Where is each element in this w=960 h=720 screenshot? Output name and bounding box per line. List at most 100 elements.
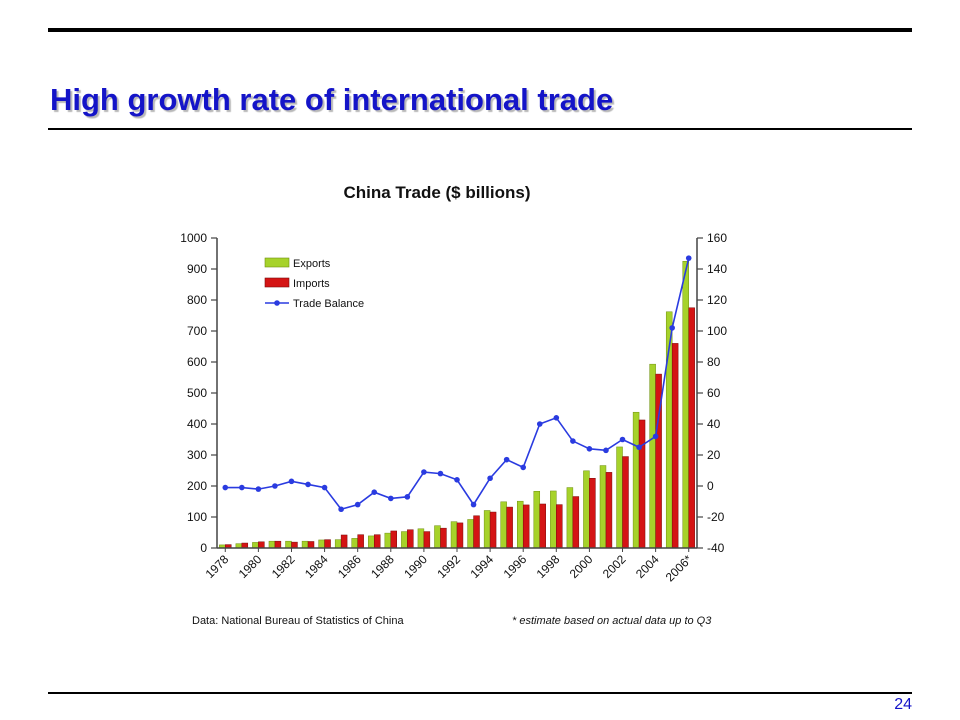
exports-bar xyxy=(632,411,640,549)
imports-bar xyxy=(291,541,298,549)
legend-balance-marker xyxy=(274,300,280,306)
exports-bar xyxy=(649,363,656,549)
slide-title: High growth rate of international trade xyxy=(50,82,614,117)
left-tick-label: 0 xyxy=(200,541,207,555)
imports-bar xyxy=(489,511,497,549)
trade-balance-point xyxy=(321,484,328,491)
exports-bar xyxy=(566,487,574,549)
trade-balance-point xyxy=(272,483,278,489)
trade-balance-point xyxy=(421,469,427,475)
imports-bar xyxy=(373,534,381,549)
trade-balance-point xyxy=(570,438,576,444)
x-tick-label: 1996 xyxy=(501,552,530,581)
exports-bar xyxy=(368,535,375,549)
trade-balance-point xyxy=(470,501,477,508)
imports-bar xyxy=(324,539,331,549)
trade-balance-point xyxy=(338,506,344,513)
left-tick-label: 700 xyxy=(187,324,207,338)
page-number: 24 xyxy=(894,696,912,713)
exports-bar xyxy=(467,519,474,549)
trade-balance-point xyxy=(222,484,229,491)
imports-bar xyxy=(539,503,546,549)
source-note: Data: National Bureau of Statistics of C… xyxy=(192,615,404,627)
imports-bar xyxy=(407,529,414,549)
exports-bar xyxy=(252,542,259,549)
legend-exports-label: Exports xyxy=(293,258,331,270)
legend: Exports Imports Trade Balance xyxy=(264,257,364,310)
x-tick-label: 1982 xyxy=(269,552,298,581)
exports-bar xyxy=(450,521,458,549)
left-tick-label: 100 xyxy=(187,510,207,524)
exports-bar xyxy=(285,540,292,549)
imports-bar xyxy=(622,456,629,549)
imports-bar xyxy=(522,504,530,549)
imports-bar xyxy=(572,496,580,549)
right-tick-label: 40 xyxy=(707,417,721,431)
x-tick-label: 1998 xyxy=(534,552,563,581)
exports-bar xyxy=(318,539,325,549)
imports-bar xyxy=(671,343,679,549)
exports-bar xyxy=(401,531,408,549)
top-rule xyxy=(48,28,912,32)
imports-bar xyxy=(340,534,348,549)
x-tick-label: 2002 xyxy=(600,552,629,581)
exports-bar xyxy=(599,465,607,549)
trade-balance-point xyxy=(371,489,378,496)
exports-bar xyxy=(351,538,358,549)
legend-balance-label: Trade Balance xyxy=(293,298,364,310)
exports-bar xyxy=(268,540,276,549)
trade-balance-point xyxy=(553,415,560,421)
legend-exports-swatch xyxy=(264,257,290,268)
trade-balance-point xyxy=(603,447,609,454)
x-tick-label: 1994 xyxy=(467,552,496,581)
trade-balance-point xyxy=(387,495,394,502)
exports-bar xyxy=(533,491,541,549)
trade-balance-point xyxy=(255,486,262,492)
right-tick-label: -40 xyxy=(707,541,725,555)
imports-bar xyxy=(605,472,613,549)
trade-balance-point xyxy=(586,446,593,452)
legend-imports-swatch xyxy=(264,277,290,288)
x-tick-label: 2004 xyxy=(633,552,662,581)
trade-balance-point xyxy=(239,484,245,491)
bottom-rule xyxy=(48,692,912,694)
exports-bar xyxy=(434,525,441,549)
exports-bar xyxy=(384,532,392,549)
right-tick-label: 0 xyxy=(707,479,714,493)
left-tick-label: 1000 xyxy=(180,231,207,245)
right-tick-label: 60 xyxy=(707,386,721,400)
left-tick-label: 600 xyxy=(187,355,207,369)
imports-bar xyxy=(556,504,563,549)
trade-balance-point xyxy=(437,470,444,477)
exports-bar xyxy=(301,540,309,549)
imports-bar xyxy=(456,522,464,549)
x-tick-label: 2000 xyxy=(567,552,596,581)
right-tick-label: -20 xyxy=(707,510,725,524)
imports-bar xyxy=(357,534,364,549)
imports-bar xyxy=(440,527,447,549)
x-tick-label: 2006* xyxy=(663,552,695,584)
left-tick-label: 300 xyxy=(187,448,207,462)
imports-bar xyxy=(473,515,480,549)
x-tick-label: 1978 xyxy=(203,552,232,581)
imports-bar xyxy=(274,540,282,549)
chart-title: China Trade ($ billions) xyxy=(343,183,530,202)
trade-balance-point xyxy=(454,477,460,483)
left-tick-label: 500 xyxy=(187,386,207,400)
imports-bar xyxy=(423,531,431,549)
trade-balance-point xyxy=(503,456,510,463)
imports-bar xyxy=(506,506,513,549)
exports-bar xyxy=(550,490,557,549)
bars-group xyxy=(219,261,695,549)
footnote: * estimate based on actual data up to Q3 xyxy=(512,615,712,627)
trade-balance-point xyxy=(536,421,543,427)
trade-balance-point xyxy=(652,433,659,440)
imports-bar xyxy=(688,307,695,549)
title-rule xyxy=(48,128,912,130)
exports-bar xyxy=(516,500,524,549)
x-tick-label: 1992 xyxy=(434,552,463,581)
trade-balance-line-group xyxy=(222,255,692,513)
imports-bar xyxy=(638,419,646,549)
right-tick-label: 100 xyxy=(707,324,727,338)
